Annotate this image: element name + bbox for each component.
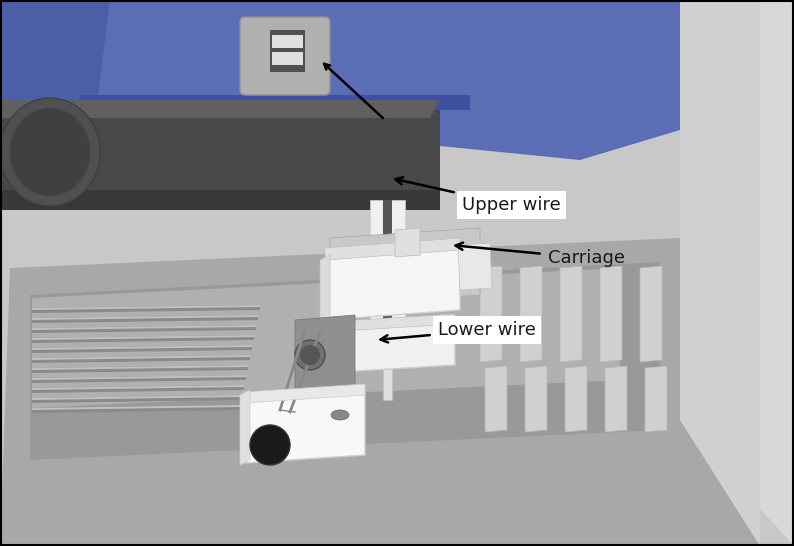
- FancyBboxPatch shape: [240, 17, 330, 95]
- Polygon shape: [480, 266, 502, 362]
- Polygon shape: [30, 262, 660, 460]
- Circle shape: [250, 425, 290, 465]
- Polygon shape: [32, 335, 254, 343]
- Ellipse shape: [0, 98, 100, 206]
- Polygon shape: [0, 100, 440, 205]
- Polygon shape: [680, 0, 794, 546]
- Polygon shape: [458, 243, 492, 290]
- Polygon shape: [32, 325, 256, 330]
- Polygon shape: [270, 30, 305, 72]
- Polygon shape: [240, 390, 250, 465]
- Text: Lower wire: Lower wire: [380, 321, 536, 342]
- Polygon shape: [0, 0, 110, 200]
- Polygon shape: [325, 314, 455, 332]
- Polygon shape: [32, 405, 240, 410]
- Polygon shape: [0, 238, 760, 546]
- Polygon shape: [245, 384, 365, 403]
- Polygon shape: [32, 305, 260, 313]
- Ellipse shape: [300, 345, 320, 365]
- Polygon shape: [245, 392, 365, 463]
- Polygon shape: [32, 395, 242, 403]
- Polygon shape: [485, 366, 507, 432]
- Polygon shape: [32, 345, 252, 350]
- Polygon shape: [295, 315, 355, 390]
- Polygon shape: [80, 0, 470, 105]
- Polygon shape: [0, 100, 440, 118]
- Polygon shape: [32, 365, 248, 370]
- Polygon shape: [32, 305, 260, 310]
- Polygon shape: [32, 355, 250, 360]
- Polygon shape: [383, 320, 392, 400]
- Polygon shape: [32, 268, 620, 408]
- Polygon shape: [320, 255, 330, 328]
- Polygon shape: [80, 95, 470, 110]
- Polygon shape: [32, 405, 240, 413]
- Polygon shape: [32, 355, 250, 363]
- Polygon shape: [272, 35, 303, 48]
- Polygon shape: [32, 335, 254, 340]
- Polygon shape: [605, 366, 627, 432]
- Polygon shape: [640, 266, 662, 362]
- Polygon shape: [32, 315, 258, 320]
- Polygon shape: [32, 375, 246, 383]
- Polygon shape: [520, 266, 542, 362]
- Polygon shape: [32, 385, 244, 390]
- Polygon shape: [32, 395, 242, 400]
- Ellipse shape: [331, 410, 349, 420]
- Ellipse shape: [10, 108, 90, 196]
- Polygon shape: [395, 228, 420, 257]
- Polygon shape: [32, 345, 252, 353]
- Polygon shape: [680, 0, 760, 546]
- Polygon shape: [330, 228, 480, 305]
- Ellipse shape: [295, 340, 325, 370]
- Polygon shape: [32, 385, 244, 393]
- Polygon shape: [32, 375, 246, 380]
- Polygon shape: [645, 366, 667, 432]
- Polygon shape: [325, 248, 460, 320]
- Polygon shape: [600, 266, 622, 362]
- Polygon shape: [32, 315, 258, 323]
- Polygon shape: [32, 365, 248, 373]
- Polygon shape: [383, 200, 392, 340]
- Polygon shape: [32, 325, 256, 333]
- Polygon shape: [370, 200, 405, 340]
- Polygon shape: [560, 266, 582, 362]
- Polygon shape: [325, 238, 460, 260]
- Polygon shape: [525, 366, 547, 432]
- Polygon shape: [410, 0, 680, 160]
- Polygon shape: [0, 190, 440, 210]
- Text: Upper wire: Upper wire: [395, 177, 561, 214]
- Text: Carriage: Carriage: [456, 242, 625, 267]
- Polygon shape: [272, 52, 303, 65]
- Polygon shape: [325, 322, 455, 373]
- Polygon shape: [565, 366, 587, 432]
